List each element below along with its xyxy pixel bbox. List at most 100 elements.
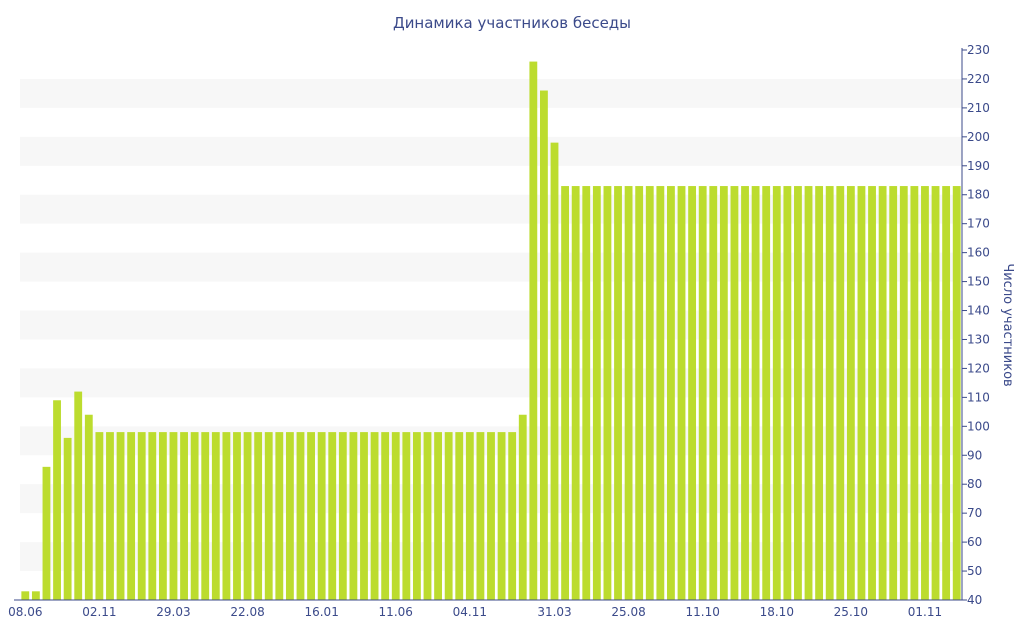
- bar: [772, 186, 781, 601]
- x-tick-label: 08.06: [8, 605, 42, 619]
- bar: [233, 432, 241, 600]
- y-tick-label: 180: [967, 188, 990, 202]
- bar: [508, 432, 517, 600]
- bar: [709, 186, 718, 601]
- bar-series: [21, 61, 961, 601]
- bar: [592, 186, 601, 601]
- bar: [889, 186, 898, 601]
- x-tick-label: 18.10: [760, 605, 794, 619]
- bar: [222, 432, 231, 600]
- bar: [878, 186, 887, 601]
- y-tick-label: 130: [967, 332, 990, 346]
- bar: [296, 432, 305, 600]
- bar: [645, 186, 654, 601]
- y-tick-label: 190: [967, 159, 990, 173]
- bar: [910, 186, 919, 601]
- bar: [328, 432, 337, 600]
- bar: [730, 186, 739, 601]
- y-tick-label: 60: [967, 535, 982, 549]
- grid-band: [20, 78, 962, 108]
- bar: [931, 186, 940, 601]
- bar: [31, 591, 40, 600]
- bar: [497, 432, 506, 600]
- bar: [825, 186, 834, 601]
- bar: [402, 432, 411, 600]
- bar: [455, 432, 464, 600]
- y-tick-label: 200: [967, 130, 990, 144]
- bar: [741, 186, 749, 601]
- bar: [518, 414, 527, 600]
- bar: [688, 186, 697, 601]
- y-tick-label: 150: [967, 275, 990, 289]
- bar: [815, 186, 824, 601]
- bar: [582, 186, 591, 601]
- bar: [148, 432, 157, 600]
- bar: [698, 186, 707, 601]
- bar: [921, 186, 929, 601]
- bar: [391, 432, 400, 600]
- bar: [667, 186, 675, 601]
- bar: [370, 432, 379, 600]
- x-tick-label: 25.10: [834, 605, 868, 619]
- bar: [476, 432, 485, 600]
- x-tick-label: 02.11: [82, 605, 116, 619]
- x-tick-label: 04.11: [453, 605, 487, 619]
- bar: [275, 432, 284, 600]
- bar: [74, 391, 83, 600]
- bar: [158, 432, 167, 600]
- y-tick-label: 70: [967, 506, 982, 520]
- bar: [783, 186, 792, 601]
- bar: [444, 432, 453, 600]
- y-tick-label: 170: [967, 217, 990, 231]
- bar: [624, 186, 633, 601]
- bar: [656, 186, 665, 601]
- bar: [487, 432, 495, 600]
- bar: [84, 414, 93, 600]
- y-axis: 40 50 60 70 80 90 100 110 120 130 140 150 160 170 180 1…: [961, 43, 990, 607]
- bar: [106, 432, 114, 600]
- bar: [846, 186, 855, 601]
- bar: [762, 186, 771, 601]
- x-tick-label: 31.03: [537, 605, 571, 619]
- bar: [338, 432, 347, 600]
- y-tick-label: 90: [967, 448, 982, 462]
- bar: [180, 432, 188, 600]
- bar: [751, 186, 760, 601]
- y-tick-label: 140: [967, 304, 990, 318]
- bar: [952, 186, 961, 601]
- x-tick-label: 11.06: [379, 605, 413, 619]
- bar: [63, 437, 72, 600]
- bar: [53, 400, 61, 600]
- x-tick-label: 25.08: [611, 605, 645, 619]
- bar: [307, 432, 315, 600]
- bar: [603, 186, 612, 601]
- bar: [285, 432, 294, 600]
- bar: [571, 186, 580, 601]
- bar: [243, 432, 252, 600]
- bar: [137, 432, 146, 600]
- bar: [465, 432, 474, 600]
- chart-title: Динамика участников беседы: [393, 14, 631, 32]
- bar: [614, 186, 622, 601]
- bar: [550, 142, 559, 600]
- bar: [42, 466, 51, 600]
- bar: [942, 186, 951, 601]
- grid-band: [20, 136, 962, 166]
- bar: [360, 432, 368, 600]
- bar: [116, 432, 125, 600]
- bar: [211, 432, 220, 600]
- bar: [677, 186, 686, 601]
- bar: [540, 90, 548, 601]
- y-tick-label: 100: [967, 419, 990, 433]
- y-tick-label: 120: [967, 361, 990, 375]
- bar: [201, 432, 210, 600]
- bar: [190, 432, 199, 600]
- bar: [264, 432, 273, 600]
- x-tick-label: 01.11: [908, 605, 942, 619]
- bar: [423, 432, 432, 600]
- y-axis-label: Число участников: [1000, 263, 1015, 386]
- bar: [349, 432, 358, 600]
- bar: [635, 186, 644, 601]
- y-tick-label: 50: [967, 564, 982, 578]
